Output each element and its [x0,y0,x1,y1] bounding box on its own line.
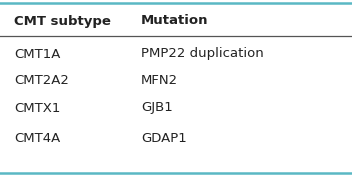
Text: PMP22 duplication: PMP22 duplication [141,48,264,61]
Text: CMT2A2: CMT2A2 [14,74,69,87]
Text: CMT1A: CMT1A [14,48,61,61]
Text: GJB1: GJB1 [141,102,172,115]
Text: CMTX1: CMTX1 [14,102,61,115]
Text: CMT4A: CMT4A [14,131,60,144]
Text: MFN2: MFN2 [141,74,178,87]
Text: CMT subtype: CMT subtype [14,14,111,27]
Text: GDAP1: GDAP1 [141,131,187,144]
Text: Mutation: Mutation [141,14,208,27]
